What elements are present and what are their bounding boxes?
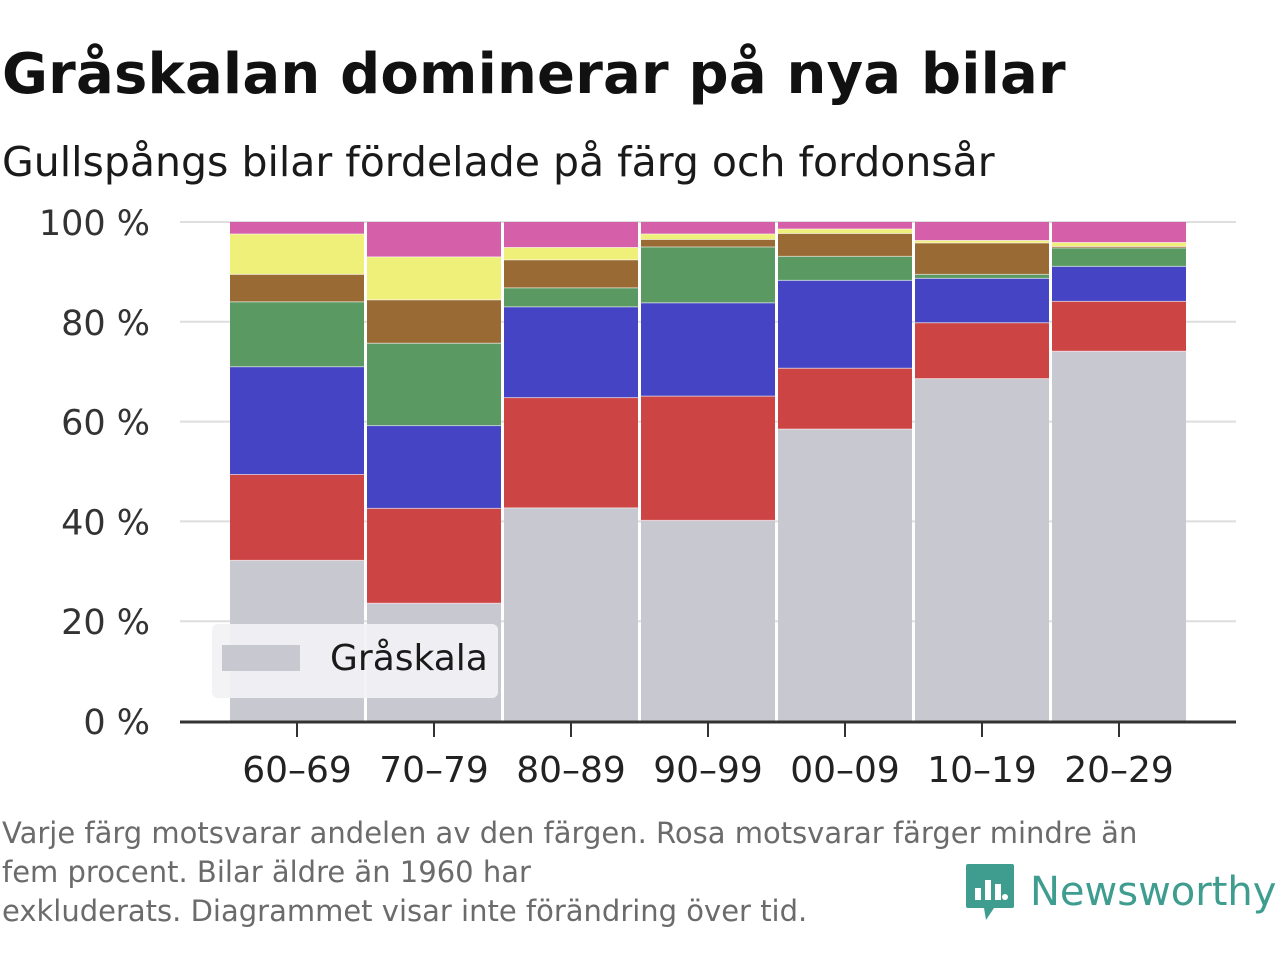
y-tick-label: 40 %	[61, 503, 150, 543]
bar-segment	[504, 397, 638, 508]
bar-segment	[1052, 266, 1186, 302]
bar-segment	[504, 247, 638, 260]
x-tick-label: 70–79	[379, 750, 489, 791]
bar-segment	[367, 508, 501, 604]
bar-segment	[367, 222, 501, 257]
bar-segment	[1052, 222, 1186, 243]
bar-segment	[641, 239, 775, 247]
bar-segment	[915, 274, 1049, 279]
x-tick-label: 20–29	[1064, 750, 1174, 791]
y-tick-label: 60 %	[61, 404, 150, 444]
bar-segment	[1052, 242, 1186, 247]
bar-segment	[230, 301, 364, 367]
bar-segment	[230, 474, 364, 561]
bar-segment	[1052, 246, 1186, 248]
bar-segment	[778, 429, 912, 721]
y-tick-label: 20 %	[61, 603, 150, 643]
bar-segment	[915, 222, 1049, 241]
bar-segment	[367, 425, 501, 509]
chart-title: Gråskalan dominerar på nya bilar	[2, 42, 1066, 107]
x-tick-label: 00–09	[790, 750, 900, 791]
bar-chart-speech-bubble-icon	[966, 864, 1014, 920]
x-tick-label: 90–99	[653, 750, 763, 791]
bars	[230, 222, 1186, 721]
bar-segment	[778, 256, 912, 281]
y-tick-label: 100 %	[39, 204, 150, 244]
bar-segment	[778, 233, 912, 257]
bar-segment	[778, 280, 912, 369]
x-axis-tick-labels: 60–69 70–79 80–89 90–99 00–09 10–19 20–29	[242, 750, 1174, 791]
bar-segment	[367, 343, 501, 426]
y-axis-tick-labels: 0 % 20 % 40 % 60 % 80 % 100 %	[39, 204, 150, 743]
bar-segment	[915, 240, 1049, 243]
bar-segment	[915, 278, 1049, 323]
bar-segment	[504, 306, 638, 398]
brand-logo[interactable]: Newsworthy	[964, 862, 1276, 922]
x-tick-label: 60–69	[242, 750, 352, 791]
stacked-bar-chart: 0 % 20 % 40 % 60 % 80 % 100 % 60–69 70–79 80–89…	[39, 204, 1236, 791]
bar-segment	[230, 274, 364, 302]
bar-segment	[915, 322, 1049, 379]
bar-segment	[504, 259, 638, 288]
y-tick-label: 0 %	[83, 703, 150, 743]
legend: Gråskala	[212, 624, 498, 698]
bar-segment	[778, 222, 912, 229]
bar-segment	[915, 378, 1049, 721]
bar-segment	[504, 287, 638, 307]
bar-segment	[1052, 247, 1186, 267]
bar-segment	[504, 507, 638, 721]
bar-segment	[1052, 301, 1186, 352]
legend-label-graskala: Gråskala	[330, 638, 488, 679]
bar-segment	[778, 368, 912, 430]
bar-segment	[778, 228, 912, 234]
bar-segment	[641, 246, 775, 303]
bar-segment	[230, 233, 364, 275]
bar-segment	[230, 222, 364, 234]
x-axis	[180, 720, 1236, 737]
bar-segment	[641, 396, 775, 521]
footnote-line-1: Varje färg motsvarar andelen av den färg…	[2, 816, 1138, 850]
bar-segment	[641, 233, 775, 240]
y-tick-label: 80 %	[61, 304, 150, 344]
footnote-line-2: fem procent. Bilar äldre än 1960 har	[2, 855, 531, 889]
bar-segment	[367, 299, 501, 344]
legend-swatch-graskala	[222, 645, 300, 671]
x-tick-label: 10–19	[927, 750, 1037, 791]
bar-segment	[641, 302, 775, 397]
x-tick-label: 80–89	[516, 750, 626, 791]
footnote: Varje färg motsvarar andelen av den färg…	[2, 814, 1252, 931]
bar-segment	[230, 366, 364, 475]
bar-segment	[504, 222, 638, 248]
bar-segment	[641, 222, 775, 234]
bar-segment	[641, 520, 775, 721]
chart-subtitle: Gullspångs bilar fördelade på färg och f…	[2, 138, 995, 186]
bar-segment	[367, 256, 501, 300]
legend-box	[212, 624, 498, 698]
bar-segment	[1052, 351, 1186, 721]
brand-name: Newsworthy	[1030, 869, 1277, 915]
footnote-line-3: exkluderats. Diagrammet visar inte förän…	[2, 894, 808, 928]
bar-segment	[915, 242, 1049, 275]
